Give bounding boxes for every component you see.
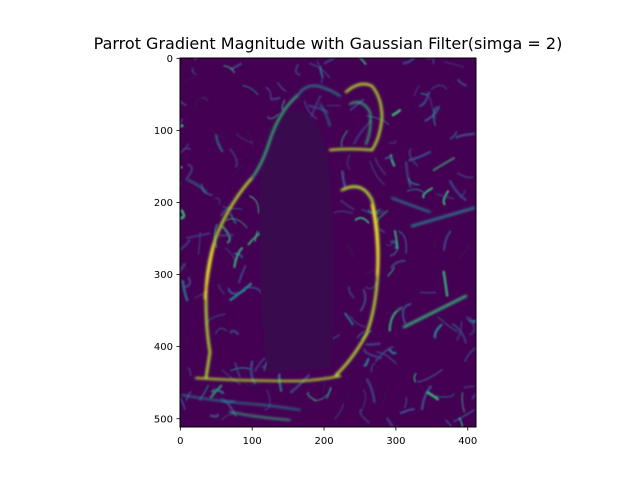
y-tick-label: 100 xyxy=(154,126,173,137)
edge-contour xyxy=(330,149,372,150)
edge-stroke xyxy=(211,415,218,417)
y-tick-label: 400 xyxy=(154,342,173,353)
y-tick-label: 0 xyxy=(167,54,173,65)
x-tick-label: 400 xyxy=(458,436,477,447)
edge-stroke xyxy=(221,235,233,236)
x-tick-label: 200 xyxy=(315,436,334,447)
edge-stroke xyxy=(367,344,380,345)
x-tick-label: 0 xyxy=(177,436,183,447)
edge-stroke xyxy=(386,157,392,158)
y-tick-label: 300 xyxy=(154,270,173,281)
x-axis: 0 100 200 300 400 xyxy=(177,427,477,447)
chart-title: Parrot Gradient Magnitude with Gaussian … xyxy=(94,34,563,53)
x-tick-label: 300 xyxy=(386,436,405,447)
y-axis: 0 100 200 300 400 500 xyxy=(154,54,180,425)
y-tick-label: 500 xyxy=(154,414,173,425)
x-tick-label: 100 xyxy=(243,436,262,447)
bird-body-shape xyxy=(260,110,334,372)
gradient-magnitude-image xyxy=(162,42,482,446)
y-tick-label: 200 xyxy=(154,198,173,209)
edge-stroke xyxy=(162,183,181,194)
bird-body xyxy=(260,110,334,372)
